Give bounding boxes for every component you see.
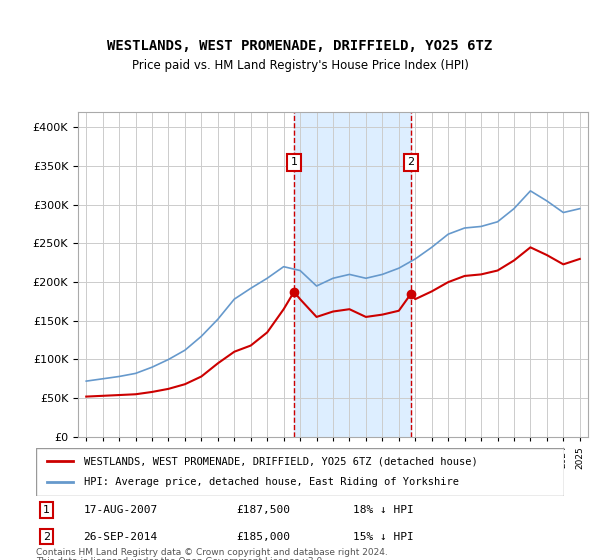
Text: WESTLANDS, WEST PROMENADE, DRIFFIELD, YO25 6TZ: WESTLANDS, WEST PROMENADE, DRIFFIELD, YO… bbox=[107, 39, 493, 53]
Text: 1: 1 bbox=[290, 157, 298, 167]
Text: 17-AUG-2007: 17-AUG-2007 bbox=[83, 505, 158, 515]
Text: Price paid vs. HM Land Registry's House Price Index (HPI): Price paid vs. HM Land Registry's House … bbox=[131, 59, 469, 72]
Bar bbox=[294, 112, 411, 437]
Text: 2: 2 bbox=[407, 157, 415, 167]
Text: £187,500: £187,500 bbox=[236, 505, 290, 515]
Text: 15% ↓ HPI: 15% ↓ HPI bbox=[353, 531, 413, 542]
Text: Contains HM Land Registry data © Crown copyright and database right 2024.: Contains HM Land Registry data © Crown c… bbox=[36, 548, 388, 557]
FancyBboxPatch shape bbox=[36, 448, 564, 496]
Text: WESTLANDS, WEST PROMENADE, DRIFFIELD, YO25 6TZ (detached house): WESTLANDS, WEST PROMENADE, DRIFFIELD, YO… bbox=[83, 456, 477, 466]
Text: 2: 2 bbox=[43, 531, 50, 542]
Text: 26-SEP-2014: 26-SEP-2014 bbox=[83, 531, 158, 542]
Text: This data is licensed under the Open Government Licence v3.0.: This data is licensed under the Open Gov… bbox=[36, 557, 325, 560]
Text: 1: 1 bbox=[43, 505, 50, 515]
Text: 18% ↓ HPI: 18% ↓ HPI bbox=[353, 505, 413, 515]
Text: £185,000: £185,000 bbox=[236, 531, 290, 542]
Text: HPI: Average price, detached house, East Riding of Yorkshire: HPI: Average price, detached house, East… bbox=[83, 477, 458, 487]
